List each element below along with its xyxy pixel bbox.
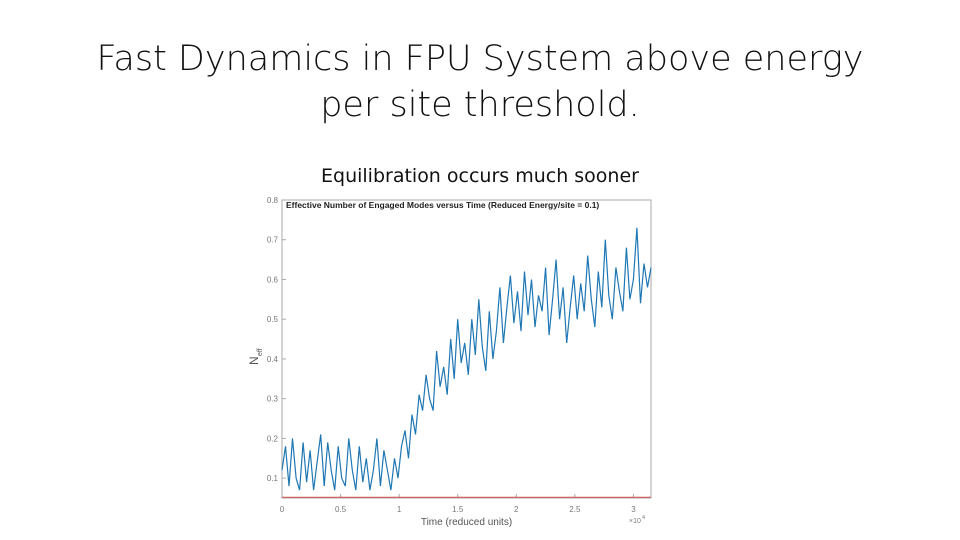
y-tick-label: 0.5 [267,315,279,324]
x-axis-multiplier: ×10 [629,518,641,525]
y-tick-label: 0.6 [267,275,279,284]
x-axis-multiplier-exponent: 4 [642,515,645,521]
y-axis-label: N [247,356,261,365]
plot-area-frame [281,199,652,499]
y-tick-label: 0.4 [267,355,279,364]
slide-title-line-2: per site threshold. [320,85,640,125]
slide-title-line-1: Fast Dynamics in FPU System above energy [96,39,864,79]
y-axis-label-subscript: eff [257,348,264,356]
y-tick-label: 0.7 [267,236,279,245]
y-tick-label: 0.3 [267,395,279,404]
x-axis-label: Time (reduced units) [421,517,512,528]
x-tick-label: 2 [514,505,519,514]
x-tick-label: 3 [631,505,636,514]
x-tick-label: 0 [280,505,285,514]
x-tick-label: 2.5 [569,505,581,514]
slide-subtitle: Equilibration occurs much sooner [321,165,639,187]
slide-title: Fast Dynamics in FPU System above energy… [80,36,880,128]
x-tick-label: 0.5 [335,505,347,514]
y-tick-label: 0.8 [267,196,279,205]
y-tick-label: 0.1 [267,474,279,483]
y-tick-label: 0.2 [267,434,279,443]
x-tick-label: 1 [397,505,402,514]
neff-series-line [281,227,652,491]
chart-title: Effective Number of Engaged Modes versus… [286,200,599,210]
x-tick-label: 1.5 [452,505,464,514]
